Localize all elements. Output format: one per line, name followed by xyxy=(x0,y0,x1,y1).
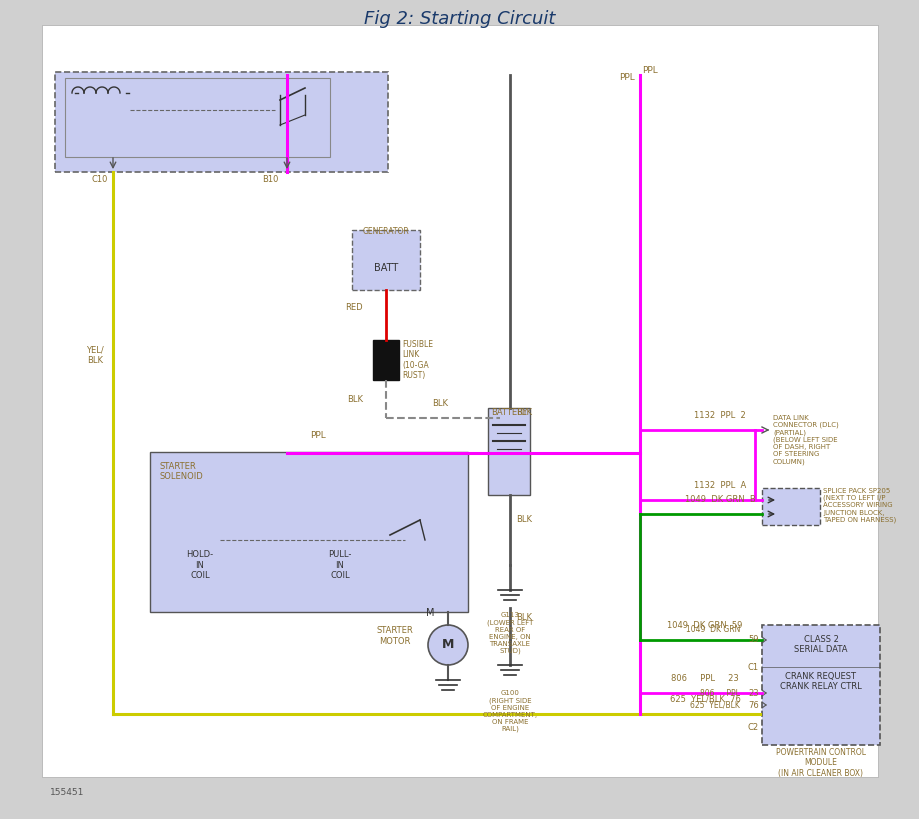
Text: B10: B10 xyxy=(262,175,278,184)
Text: M: M xyxy=(425,608,434,618)
Text: Fig 2: Starting Circuit: Fig 2: Starting Circuit xyxy=(364,10,555,28)
Text: 1049  DK GRN: 1049 DK GRN xyxy=(685,626,739,635)
Text: 59: 59 xyxy=(748,636,758,645)
Text: 806     PPL: 806 PPL xyxy=(699,689,739,698)
Text: GENERATOR: GENERATOR xyxy=(362,227,409,236)
Text: 625  YEL/BLK  76: 625 YEL/BLK 76 xyxy=(669,694,740,703)
Text: 76: 76 xyxy=(747,700,758,709)
Text: 155451: 155451 xyxy=(50,788,85,797)
Text: C2: C2 xyxy=(747,723,758,732)
Text: PPL: PPL xyxy=(618,73,634,82)
Text: C10: C10 xyxy=(92,175,108,184)
Text: PULL-
IN
COIL: PULL- IN COIL xyxy=(328,550,351,580)
Text: FUSIBLE
LINK
(10-GA
RUST): FUSIBLE LINK (10-GA RUST) xyxy=(402,340,433,380)
Text: 1049  DK GRN  59: 1049 DK GRN 59 xyxy=(666,621,742,630)
Bar xyxy=(487,408,529,495)
Text: 23: 23 xyxy=(747,689,758,698)
Text: C1: C1 xyxy=(747,663,758,672)
Text: PPL: PPL xyxy=(641,66,657,75)
Text: SPLICE PACK SP205
(NEXT TO LEFT I/P
ACCESSORY WIRING
JUNCTION BLOCK,
TAPED ON HA: SPLICE PACK SP205 (NEXT TO LEFT I/P ACCE… xyxy=(823,488,895,523)
Text: 1049  DK GRN  B: 1049 DK GRN B xyxy=(684,495,754,504)
Text: STARTER
MOTOR: STARTER MOTOR xyxy=(376,627,413,645)
Text: HOLD-
IN
COIL: HOLD- IN COIL xyxy=(187,550,213,580)
Text: PPL: PPL xyxy=(310,431,325,440)
Text: 625  YEL/BLK: 625 YEL/BLK xyxy=(689,700,739,709)
Text: DATA LINK
CONNECTOR (DLC)
(PARTIAL)
(BELOW LEFT SIDE
OF DASH, RIGHT
OF STEERING
: DATA LINK CONNECTOR (DLC) (PARTIAL) (BEL… xyxy=(772,415,838,465)
Text: POWERTRAIN CONTROL
MODULE
(IN AIR CLEANER BOX): POWERTRAIN CONTROL MODULE (IN AIR CLEANE… xyxy=(775,748,865,778)
Text: 806     PPL     23: 806 PPL 23 xyxy=(670,674,738,683)
Text: STARTER
SOLENOID: STARTER SOLENOID xyxy=(160,462,203,482)
Text: RED: RED xyxy=(345,304,363,313)
Text: CLASS 2
SERIAL DATA: CLASS 2 SERIAL DATA xyxy=(793,635,846,654)
Text: BATT: BATT xyxy=(373,263,398,273)
Bar xyxy=(761,488,819,525)
Bar xyxy=(150,452,468,612)
Text: BLK: BLK xyxy=(346,396,363,405)
Text: BLK: BLK xyxy=(516,613,531,622)
Bar xyxy=(372,340,399,380)
Bar xyxy=(761,625,879,745)
Bar xyxy=(65,78,330,157)
Circle shape xyxy=(427,625,468,665)
Text: M: M xyxy=(441,639,454,651)
Text: G113
(LOWER LEFT
REAR OF
ENGINE, ON
TRANSAXLE
STUD): G113 (LOWER LEFT REAR OF ENGINE, ON TRAN… xyxy=(486,612,533,654)
Text: YEL/
BLK: YEL/ BLK xyxy=(86,346,104,364)
Text: BLK: BLK xyxy=(516,515,531,524)
Text: BATTERY: BATTERY xyxy=(490,408,527,417)
Bar xyxy=(352,230,420,290)
Text: 1132  PPL  A: 1132 PPL A xyxy=(693,481,745,490)
Text: BLK: BLK xyxy=(432,399,448,408)
Text: BLK: BLK xyxy=(516,408,531,417)
Text: G100
(RIGHT SIDE
OF ENGINE
COMPARTMENT,
ON FRAME
RAIL): G100 (RIGHT SIDE OF ENGINE COMPARTMENT, … xyxy=(482,690,537,732)
Text: 1132  PPL  2: 1132 PPL 2 xyxy=(693,411,745,420)
Text: CRANK REQUEST
CRANK RELAY CTRL: CRANK REQUEST CRANK RELAY CTRL xyxy=(779,672,861,691)
Bar xyxy=(55,72,388,172)
